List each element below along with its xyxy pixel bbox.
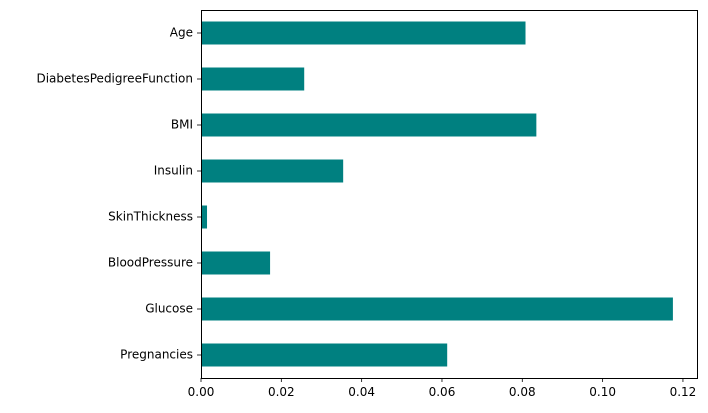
x-tick-label: 0.08 <box>509 385 536 399</box>
bars-group <box>201 21 673 367</box>
y-tick-label: Glucose <box>145 302 193 316</box>
bar-age <box>201 21 526 45</box>
x-tick-label: 0.10 <box>589 385 616 399</box>
y-tick-label: BMI <box>171 118 193 132</box>
y-tick-label: BloodPressure <box>108 256 193 270</box>
bar-skinthickness <box>201 205 208 229</box>
bar-insulin <box>201 159 344 183</box>
x-tick-label: 0.00 <box>188 385 215 399</box>
y-tick-label: Age <box>170 26 193 40</box>
bar-pregnancies <box>201 343 448 367</box>
x-tick-label: 0.04 <box>348 385 375 399</box>
y-tick-label: Pregnancies <box>120 348 193 362</box>
y-tick-label: Insulin <box>154 164 193 178</box>
bar-bmi <box>201 113 537 137</box>
x-tick-label: 0.02 <box>268 385 295 399</box>
y-axis-ticks: Pregnancies Glucose BloodPressure SkinThick… <box>36 26 201 362</box>
bar-diabetespedigreefunction <box>201 67 305 91</box>
x-tick-label: 0.12 <box>670 385 697 399</box>
bar-glucose <box>201 297 673 321</box>
plot-frame <box>201 10 698 379</box>
y-tick-label: DiabetesPedigreeFunction <box>36 72 193 86</box>
x-axis-ticks: 0.00 0.02 0.04 0.06 0.08 0.10 0.12 <box>188 378 697 399</box>
x-tick-label: 0.06 <box>429 385 456 399</box>
y-tick-label: SkinThickness <box>108 210 193 224</box>
bar-bloodpressure <box>201 251 271 275</box>
